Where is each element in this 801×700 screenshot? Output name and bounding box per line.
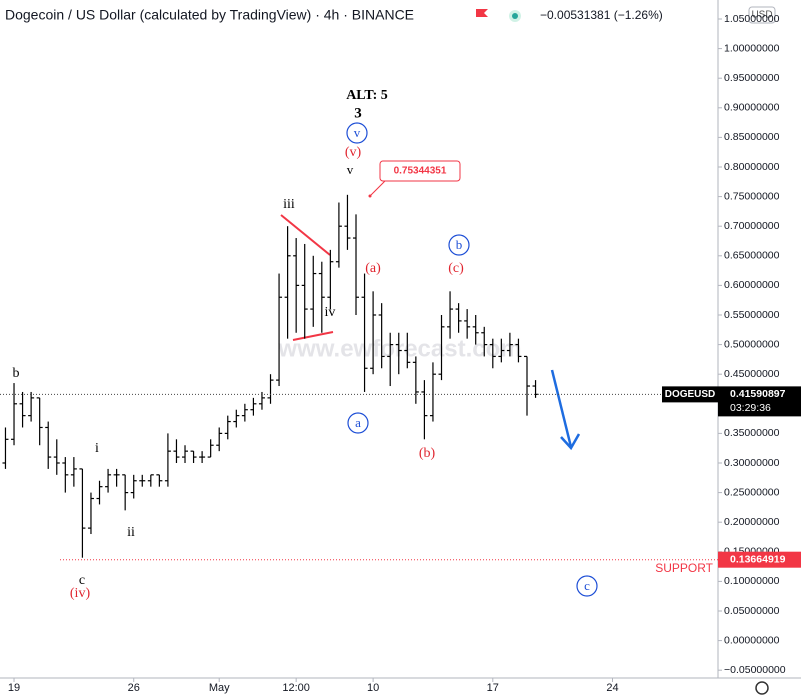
wave-label: a <box>355 415 361 430</box>
callout-box <box>379 160 461 182</box>
symbol-tag <box>662 386 718 403</box>
wave-label: b <box>456 237 463 252</box>
x-tick-label: 19 <box>8 682 20 694</box>
y-tick-label: 1.05000000 <box>724 13 780 25</box>
y-tick-label: 0.05000000 <box>724 605 780 617</box>
support-tag <box>718 551 801 568</box>
y-tick-label: 0.45000000 <box>724 368 780 380</box>
y-tick-label: 0.80000000 <box>724 161 780 173</box>
support-tag-label: 0.13664919 <box>730 553 786 565</box>
forecast-arrow <box>550 369 573 448</box>
wave-label: c <box>79 573 85 588</box>
flag-icon <box>476 9 488 17</box>
y-tick-label: 0.75000000 <box>724 190 780 202</box>
wave-label: iii <box>283 197 295 212</box>
wave-label: v <box>347 162 354 177</box>
y-tick-label: 0.65000000 <box>724 250 780 262</box>
wave-label: (b) <box>419 446 436 461</box>
y-tick-label: 0.90000000 <box>724 102 780 114</box>
y-tick-label: 0.60000000 <box>724 279 780 291</box>
symbol-tag-label: DOGEUSD <box>665 389 716 400</box>
chart-title: Dogecoin / US Dollar (calculated by Trad… <box>5 7 414 23</box>
y-tick-label: 0.50000000 <box>724 338 780 350</box>
x-tick-label: May <box>209 682 230 694</box>
price-tag-label: 0.41590897 <box>730 388 786 400</box>
wave-circle <box>576 575 598 597</box>
x-tick-label: 12:00 <box>282 682 310 694</box>
wave-circle <box>448 234 470 256</box>
y-tick-label: 0.85000000 <box>724 131 780 143</box>
wave-label: 3 <box>354 105 362 121</box>
y-tick-label: 1.00000000 <box>724 42 780 54</box>
x-tick-label: 10 <box>367 682 379 694</box>
triangle-lower <box>292 331 334 341</box>
price-tag <box>718 386 801 417</box>
support-label: SUPPORT <box>655 561 713 575</box>
x-tick-label: 26 <box>128 682 140 694</box>
wave-label: iv <box>325 305 336 320</box>
wave-label: ii <box>127 525 135 540</box>
y-tick-label: 0.95000000 <box>724 72 780 84</box>
wave-label: (c) <box>448 261 464 276</box>
x-tick-label: 24 <box>606 682 618 694</box>
wave-label: b <box>13 366 20 381</box>
price-change: −0.00531381 (−1.26%) <box>540 8 663 22</box>
y-tick-label: 0.70000000 <box>724 220 780 232</box>
countdown-label: 03:29:36 <box>730 402 771 414</box>
callout-pointer <box>369 180 386 197</box>
callout-dot <box>368 194 372 198</box>
currency-label: USD <box>751 10 772 21</box>
wave-label: c <box>584 578 590 593</box>
status-dot <box>512 13 518 19</box>
y-tick-label: −0.05000000 <box>724 664 786 676</box>
triangle-upper <box>280 214 331 256</box>
y-tick-label: 0.55000000 <box>724 309 780 321</box>
callout-label: 0.75344351 <box>394 166 447 177</box>
wave-label: v <box>354 125 361 140</box>
y-tick-label: 0.35000000 <box>724 427 780 439</box>
currency-badge[interactable] <box>748 6 776 24</box>
y-tick-label: 0.25000000 <box>724 486 780 498</box>
y-tick-label: 0.20000000 <box>724 516 780 528</box>
watermark: www.ewforecast.com <box>277 335 521 362</box>
wave-circle <box>346 122 368 144</box>
wave-label: (iv) <box>70 586 91 601</box>
wave-label: (a) <box>365 261 381 276</box>
wave-label: i <box>95 441 99 456</box>
y-tick-label: 0.00000000 <box>724 634 780 646</box>
settings-icon[interactable] <box>755 681 769 695</box>
y-tick-label: 0.30000000 <box>724 457 780 469</box>
y-tick-label: 0.10000000 <box>724 575 780 587</box>
x-tick-label: 17 <box>487 682 499 694</box>
wave-label: (v) <box>345 145 362 160</box>
wave-label: ALT: 5 <box>346 88 388 103</box>
forecast-arrowhead <box>560 433 581 451</box>
wave-circle <box>347 412 369 434</box>
